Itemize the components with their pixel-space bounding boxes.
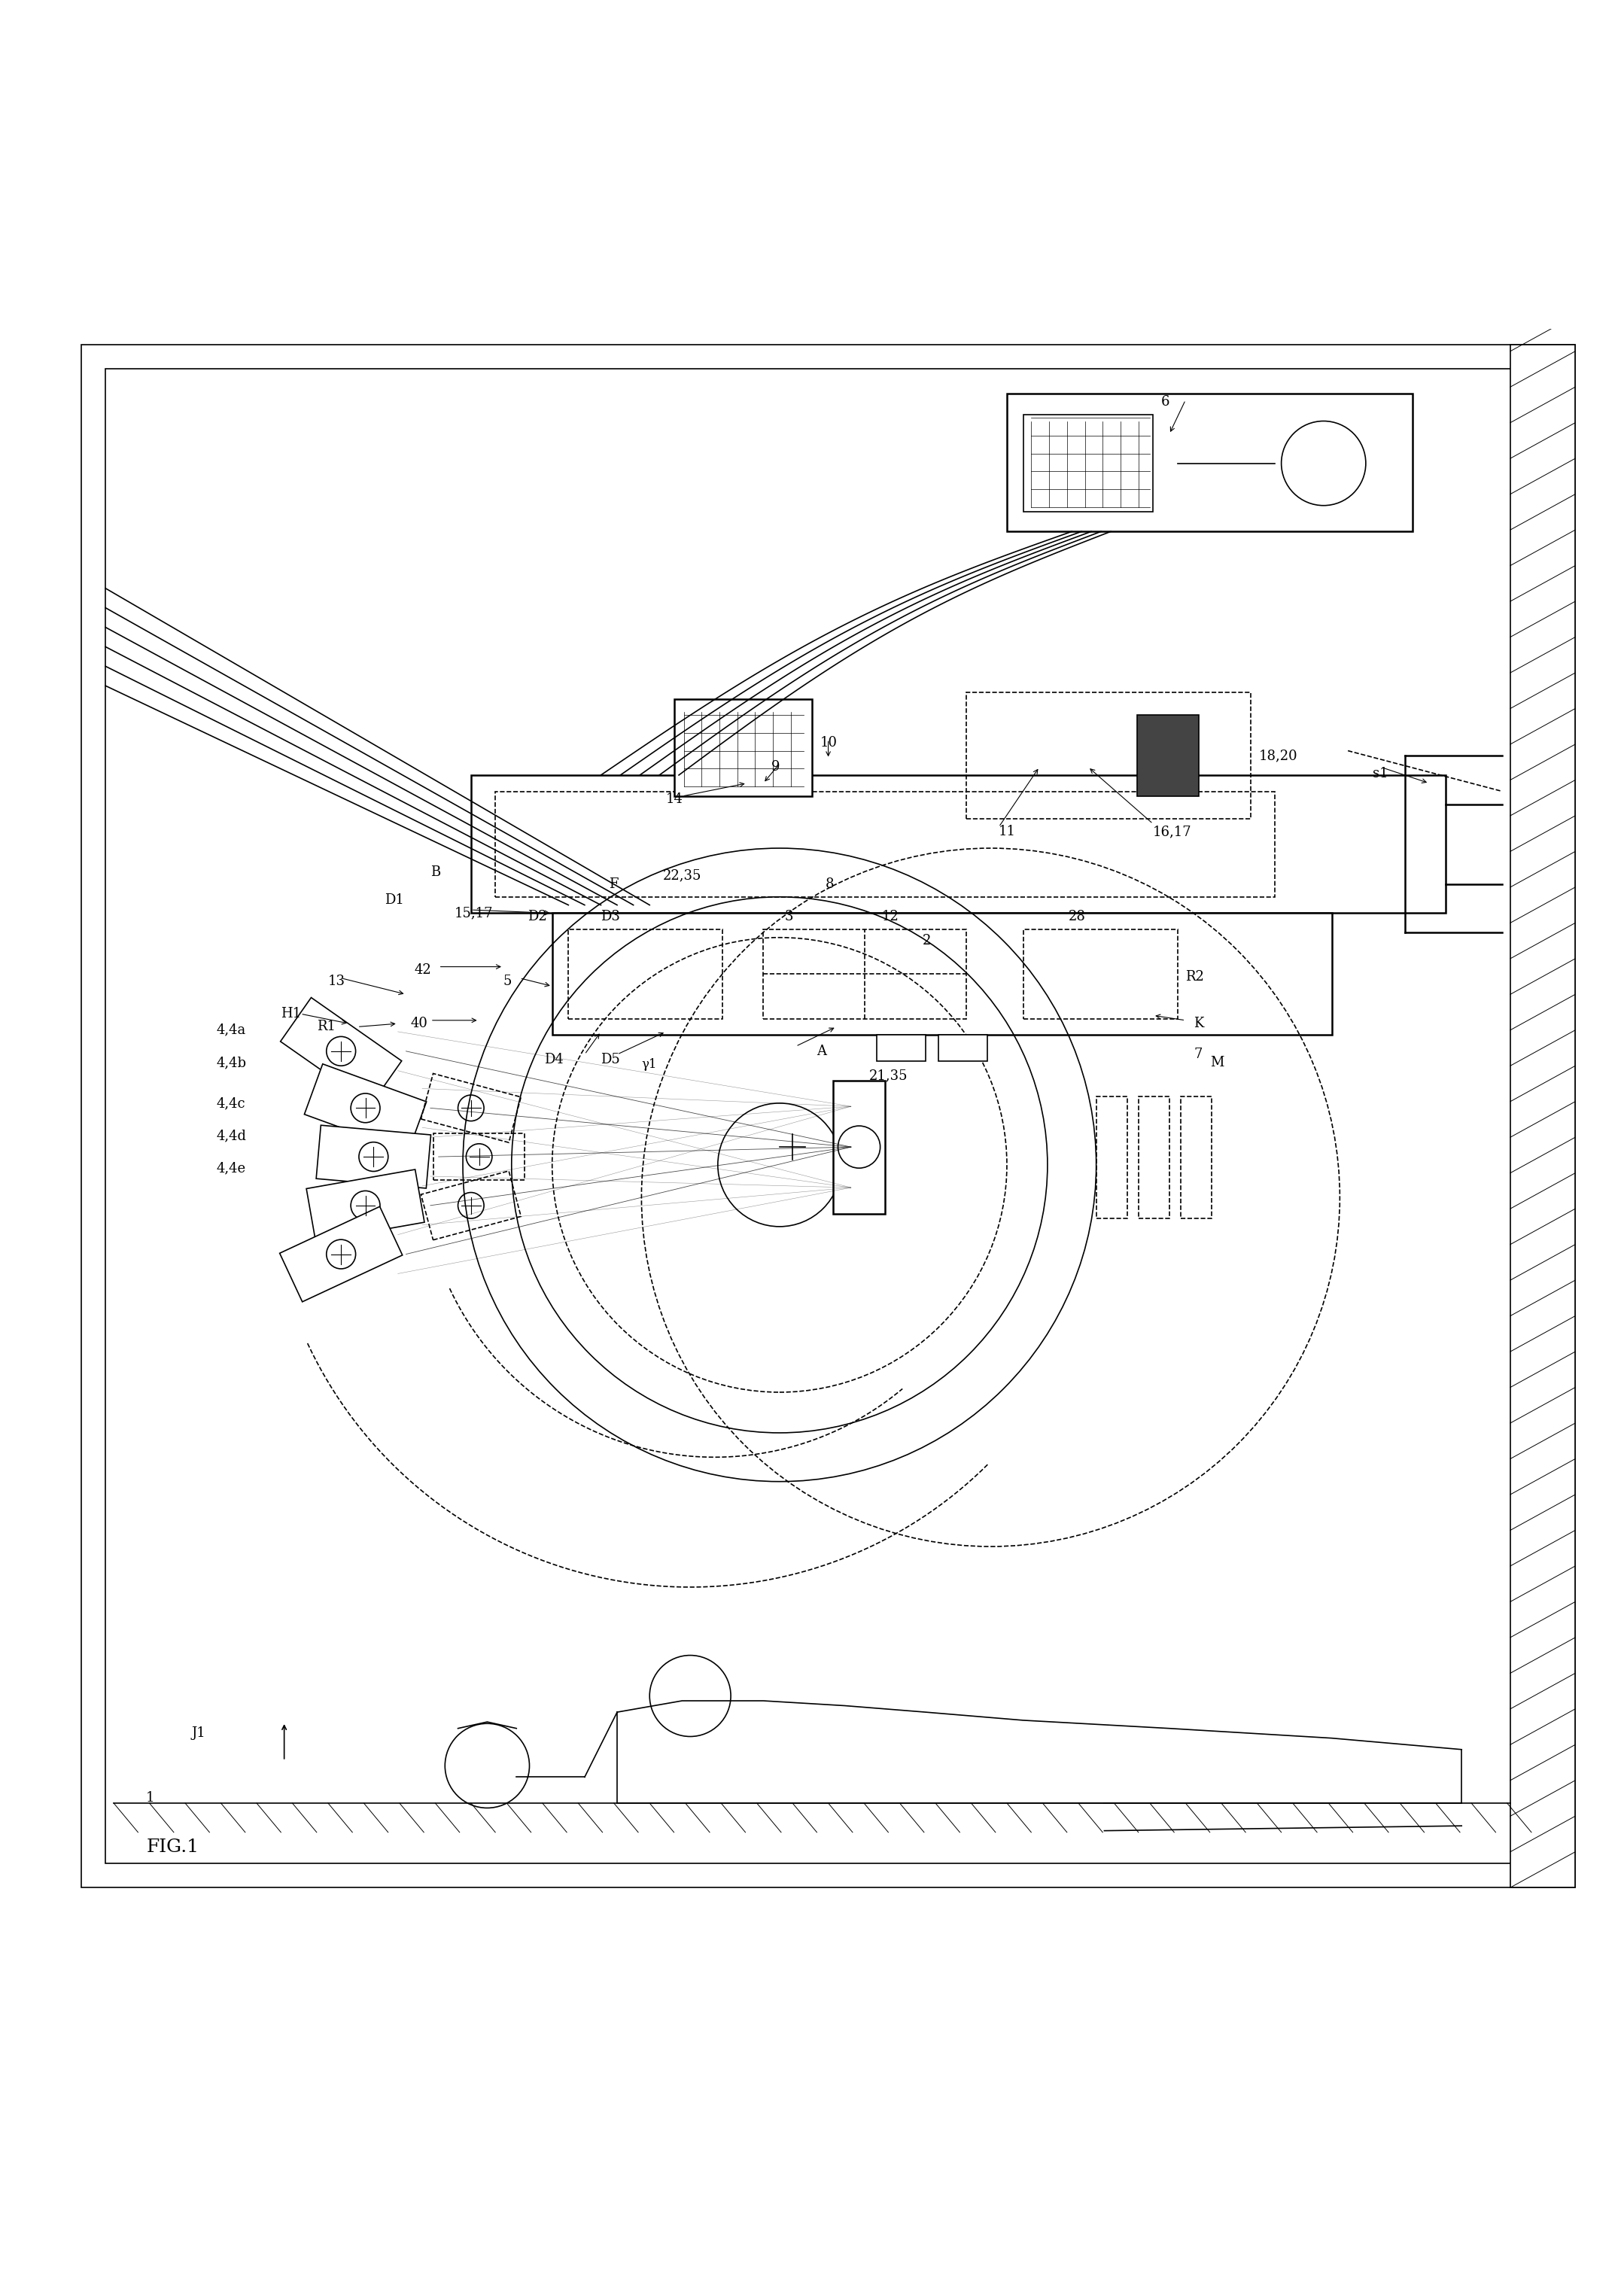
Polygon shape bbox=[279, 1207, 403, 1302]
Text: D1: D1 bbox=[385, 894, 404, 908]
Polygon shape bbox=[304, 1063, 427, 1152]
Bar bbox=[833, 1081, 885, 1213]
Circle shape bbox=[1281, 422, 1366, 506]
Polygon shape bbox=[281, 997, 401, 1104]
Text: F: F bbox=[609, 878, 619, 890]
Bar bbox=[877, 1036, 926, 1061]
Bar bbox=[1023, 415, 1153, 511]
Bar bbox=[763, 928, 966, 1020]
Text: 4,4a: 4,4a bbox=[216, 1024, 245, 1038]
Text: D4: D4 bbox=[544, 1052, 564, 1065]
Text: 16,17: 16,17 bbox=[1153, 826, 1192, 839]
Text: 12: 12 bbox=[882, 910, 900, 924]
Text: D5: D5 bbox=[601, 1052, 620, 1065]
Bar bbox=[1007, 392, 1413, 531]
Bar bbox=[1510, 344, 1575, 1889]
Bar bbox=[1137, 714, 1199, 796]
Text: 8: 8 bbox=[825, 878, 833, 890]
Text: 10: 10 bbox=[820, 737, 838, 750]
Bar bbox=[552, 912, 1332, 1036]
Text: s1: s1 bbox=[1372, 766, 1389, 780]
Text: 5: 5 bbox=[503, 974, 512, 988]
Text: 4,4e: 4,4e bbox=[216, 1161, 245, 1175]
Text: 40: 40 bbox=[411, 1017, 429, 1031]
Bar bbox=[1023, 928, 1177, 1020]
Text: B: B bbox=[430, 867, 440, 878]
Text: FIG.1: FIG.1 bbox=[146, 1838, 198, 1857]
Bar bbox=[1181, 1097, 1212, 1218]
Text: 4,4d: 4,4d bbox=[216, 1129, 247, 1143]
Text: 4,4c: 4,4c bbox=[216, 1097, 245, 1111]
Text: R2: R2 bbox=[1186, 969, 1205, 983]
Bar bbox=[495, 792, 1275, 896]
Text: 22,35: 22,35 bbox=[663, 869, 702, 883]
Text: γ1: γ1 bbox=[641, 1058, 656, 1070]
Text: H1: H1 bbox=[281, 1006, 302, 1020]
Text: 42: 42 bbox=[414, 963, 432, 976]
Text: J1: J1 bbox=[192, 1727, 206, 1740]
Text: 1: 1 bbox=[146, 1791, 154, 1804]
Bar bbox=[568, 928, 723, 1020]
Text: R1: R1 bbox=[317, 1020, 336, 1033]
Text: 21,35: 21,35 bbox=[869, 1070, 908, 1081]
Text: D3: D3 bbox=[601, 910, 620, 924]
Text: 2: 2 bbox=[922, 933, 931, 947]
Text: 9: 9 bbox=[771, 760, 780, 773]
Text: 11: 11 bbox=[999, 826, 1017, 839]
Bar bbox=[674, 698, 812, 796]
Text: A: A bbox=[817, 1045, 827, 1058]
Text: 3: 3 bbox=[784, 910, 793, 924]
Text: 28: 28 bbox=[1069, 910, 1086, 924]
Bar bbox=[106, 370, 1551, 1864]
Text: 15,17: 15,17 bbox=[455, 906, 494, 919]
Text: M: M bbox=[1210, 1056, 1224, 1070]
Text: D2: D2 bbox=[528, 910, 547, 924]
Bar bbox=[471, 776, 1445, 912]
Bar bbox=[966, 691, 1250, 819]
Text: 18,20: 18,20 bbox=[1259, 748, 1298, 762]
Bar bbox=[1138, 1097, 1169, 1218]
Polygon shape bbox=[317, 1125, 430, 1188]
Text: 4,4b: 4,4b bbox=[216, 1056, 247, 1070]
Polygon shape bbox=[307, 1170, 424, 1241]
Bar bbox=[1096, 1097, 1127, 1218]
Text: 6: 6 bbox=[1161, 395, 1169, 408]
Text: 14: 14 bbox=[666, 794, 684, 805]
Text: 13: 13 bbox=[328, 974, 346, 988]
Text: K: K bbox=[1194, 1017, 1203, 1031]
Bar bbox=[939, 1036, 987, 1061]
Text: 7: 7 bbox=[1194, 1047, 1202, 1061]
